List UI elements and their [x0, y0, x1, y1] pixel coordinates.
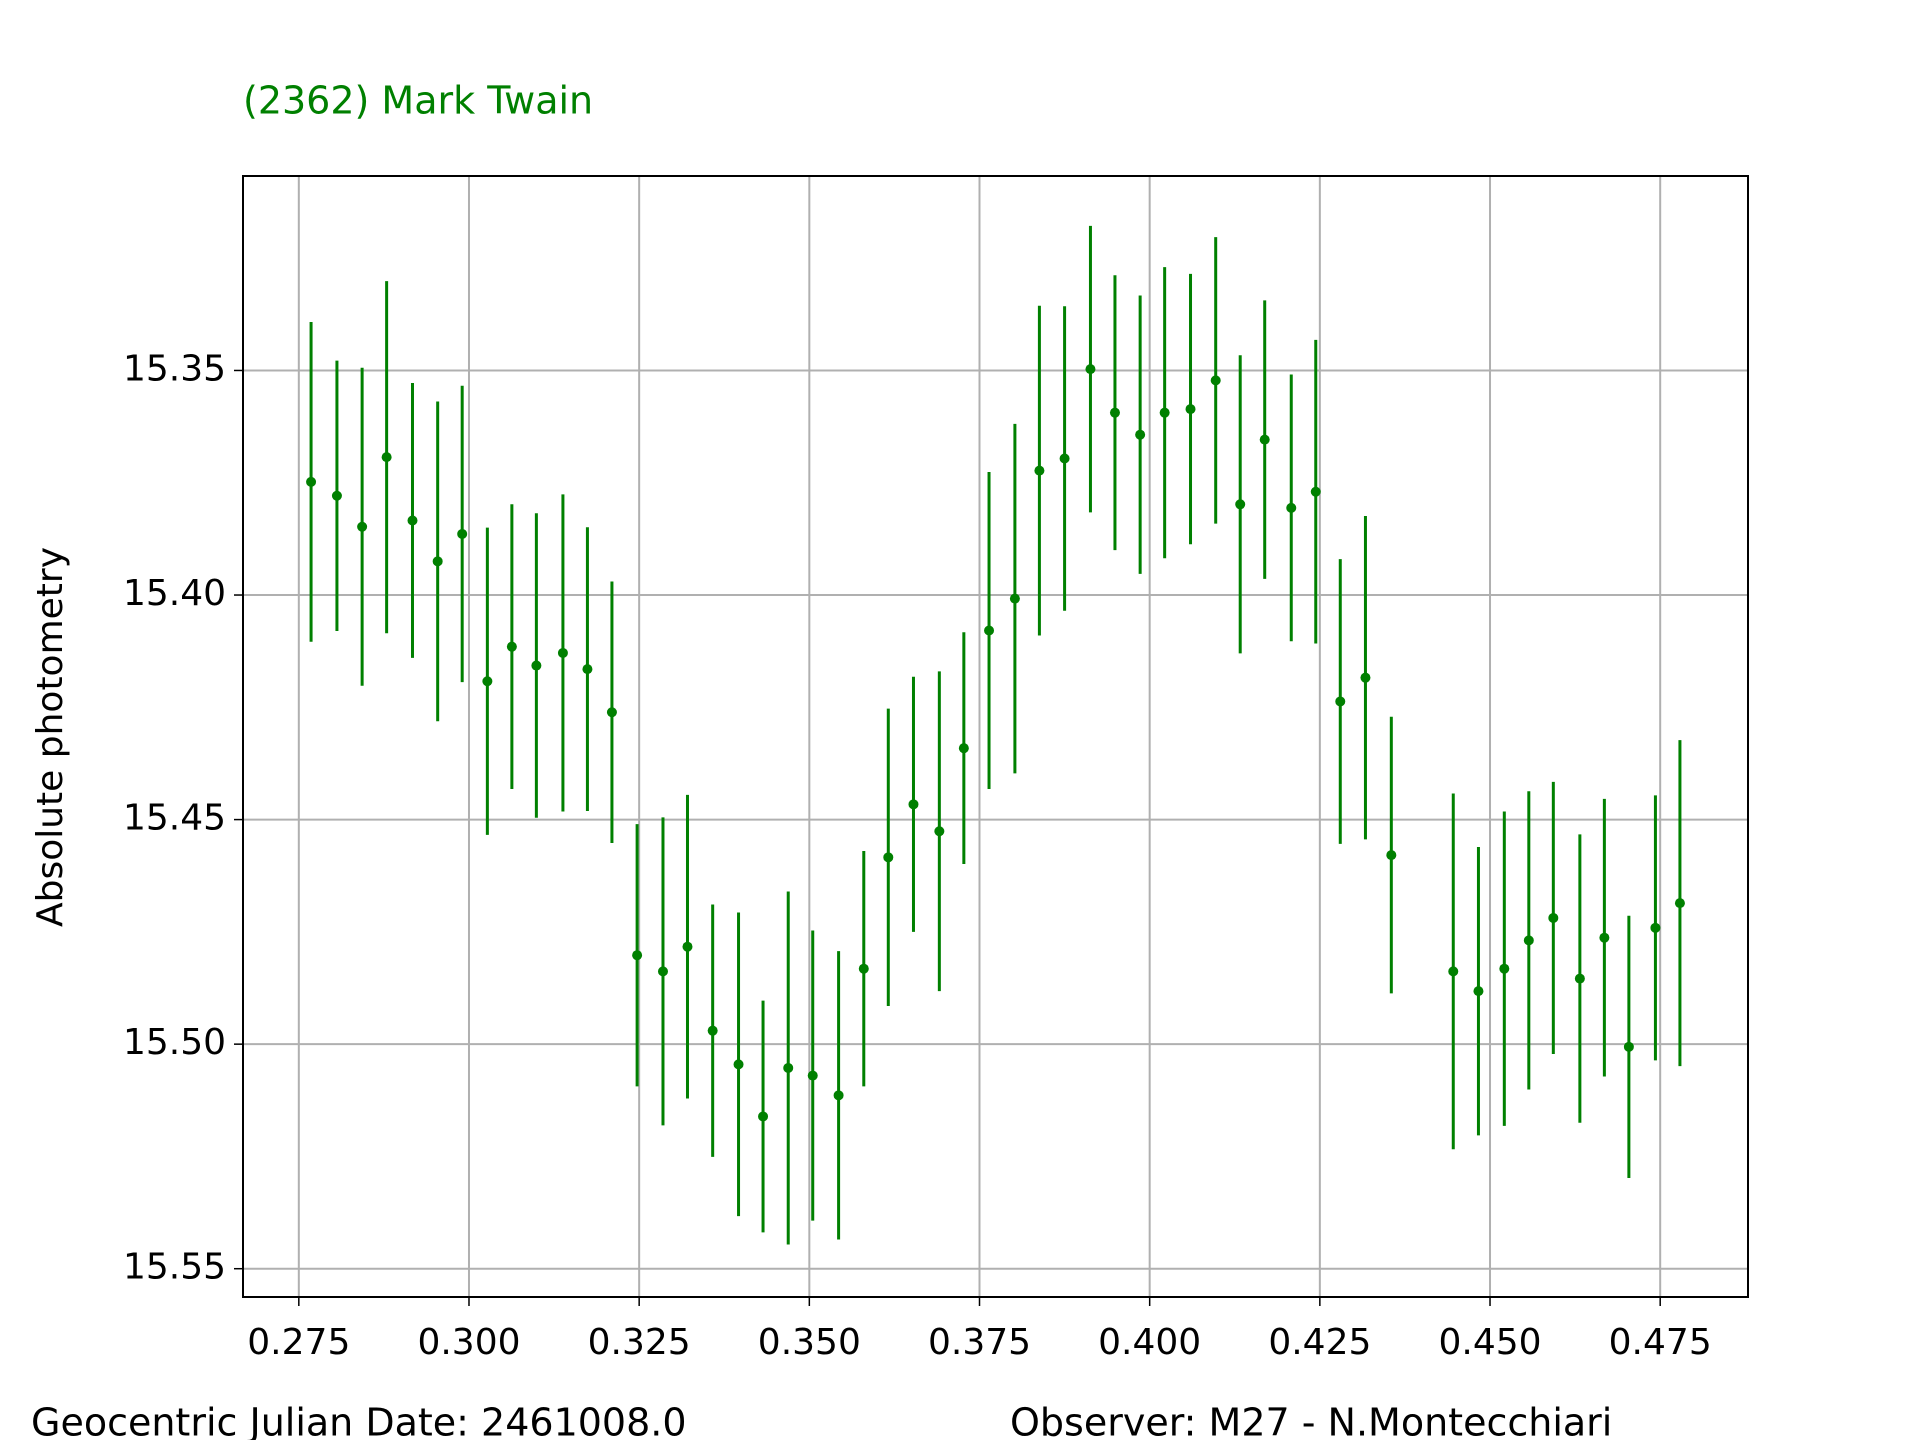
data-point — [306, 476, 317, 487]
data-point — [357, 521, 368, 532]
data-point — [1650, 922, 1661, 933]
annotation: Observer: M27 - N.Montecchiari — [1010, 1401, 1612, 1440]
data-point — [606, 707, 617, 718]
data-point — [1286, 502, 1297, 513]
y-tick-label: 15.55 — [123, 1247, 226, 1288]
data-point — [934, 826, 945, 837]
x-tick-label: 0.350 — [758, 1322, 861, 1363]
y-axis-label: Absolute photometry — [30, 547, 71, 927]
data-point — [1360, 672, 1371, 683]
data-point — [783, 1062, 794, 1073]
data-point — [1473, 986, 1484, 997]
data-point — [1674, 898, 1685, 909]
data-point — [858, 963, 869, 974]
x-tick-label: 0.425 — [1268, 1322, 1371, 1363]
data-point — [482, 676, 493, 687]
y-tick-label: 15.45 — [123, 798, 226, 839]
data-point — [758, 1111, 769, 1122]
data-point — [506, 641, 517, 652]
data-point — [1085, 364, 1096, 375]
data-point — [1523, 935, 1534, 946]
x-tick-label: 0.300 — [417, 1322, 520, 1363]
data-point — [1009, 593, 1020, 604]
data-point — [682, 941, 693, 952]
data-point — [381, 452, 392, 463]
x-tick-label: 0.325 — [588, 1322, 691, 1363]
data-point — [1109, 407, 1120, 418]
data-point — [632, 950, 643, 961]
data-point — [707, 1025, 718, 1036]
data-point — [1310, 486, 1321, 497]
y-tick-label: 15.35 — [123, 348, 226, 389]
data-point — [1623, 1041, 1634, 1052]
annotation: Geocentric Julian Date: 2461008.0 — [31, 1401, 687, 1440]
data-point — [1499, 963, 1510, 974]
data-point — [331, 490, 342, 501]
data-point — [657, 966, 668, 977]
data-point — [557, 647, 568, 658]
y-tick-label: 15.40 — [123, 573, 226, 614]
data-point — [908, 799, 919, 810]
data-point — [1185, 404, 1196, 415]
data-point — [432, 556, 443, 567]
x-tick-label: 0.450 — [1438, 1322, 1541, 1363]
data-point — [1386, 850, 1397, 861]
data-point — [1159, 407, 1170, 418]
x-tick-label: 0.475 — [1609, 1322, 1712, 1363]
data-point — [1259, 434, 1270, 445]
data-point — [1235, 499, 1246, 510]
data-point — [833, 1090, 844, 1101]
data-point — [531, 660, 542, 671]
data-point — [1135, 429, 1146, 440]
data-point — [1448, 966, 1459, 977]
x-tick-label: 0.375 — [928, 1322, 1031, 1363]
data-point — [984, 625, 995, 636]
x-tick-label: 0.400 — [1098, 1322, 1201, 1363]
data-point — [1574, 973, 1585, 984]
data-point — [958, 743, 969, 754]
x-tick-label: 0.275 — [247, 1322, 350, 1363]
chart-title: (2362) Mark Twain — [243, 79, 593, 123]
plot-frame — [242, 175, 1749, 1298]
data-point — [1548, 912, 1559, 923]
y-tick-label: 15.50 — [123, 1022, 226, 1063]
data-point — [1059, 453, 1070, 464]
data-point — [807, 1070, 818, 1081]
data-point — [1599, 932, 1610, 943]
data-point — [457, 528, 468, 539]
data-point — [582, 664, 593, 675]
data-point — [883, 852, 894, 863]
data-point — [407, 515, 418, 526]
data-point — [1034, 465, 1045, 476]
data-point — [733, 1059, 744, 1070]
data-point — [1210, 375, 1221, 386]
data-point — [1335, 696, 1346, 707]
